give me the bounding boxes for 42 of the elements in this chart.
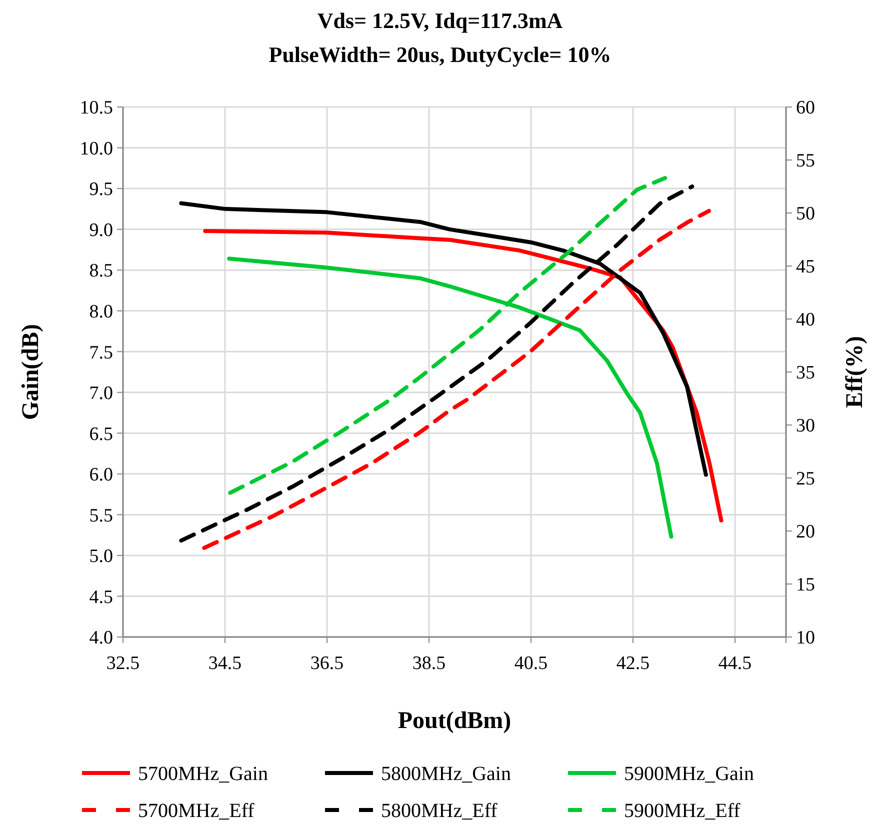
y-tick-label: 5.0 xyxy=(89,546,113,568)
y2-tick-label: 10 xyxy=(796,628,815,649)
y-tick-label: 4.0 xyxy=(89,628,113,649)
legend-label: 5900MHz_Gain xyxy=(624,763,754,785)
y2-tick-label: 50 xyxy=(796,204,815,225)
y-tick-label: 9.5 xyxy=(89,179,113,200)
y-tick-label: 7.0 xyxy=(89,383,113,404)
y2-tick-label: 20 xyxy=(796,522,815,543)
x-tick-label: 36.5 xyxy=(310,653,344,674)
y2-tick-label: 45 xyxy=(796,256,815,278)
y-tick-label: 8.0 xyxy=(89,301,113,322)
y-tick-label: 8.5 xyxy=(89,260,113,282)
legend-label: 5700MHz_Eff xyxy=(138,800,255,822)
y-tick-label: 9.0 xyxy=(89,220,113,241)
y2-tick-label: 60 xyxy=(796,98,815,119)
chart-title: Vds= 12.5V, Idq=117.3mA PulseWidth= 20us, DutyCycle= 10% xyxy=(268,8,612,67)
y2-axis-title: Eff(%) xyxy=(842,336,868,408)
y2-tick-label: 25 xyxy=(796,468,815,490)
y-tick-label: 10.5 xyxy=(80,98,113,119)
legend-label: 5900MHz_Eff xyxy=(624,800,741,822)
x-tick-label: 42.5 xyxy=(616,653,650,674)
x-tick-label: 32.5 xyxy=(106,653,140,674)
y2-tick-label: 15 xyxy=(796,574,815,596)
y-tick-label: 6.0 xyxy=(89,464,113,486)
y-tick-label: 5.5 xyxy=(89,505,113,526)
y2-tick-label: 30 xyxy=(796,416,815,437)
y-tick-label: 6.5 xyxy=(89,424,113,445)
x-tick-label: 44.5 xyxy=(718,653,752,674)
y2-tick-label: 40 xyxy=(796,310,815,331)
y-axis-title: Gain(dB) xyxy=(18,324,44,420)
legend-label: 5700MHz_Gain xyxy=(138,763,268,785)
y-tick-label: 10.0 xyxy=(80,138,113,160)
y2-tick-label: 35 xyxy=(796,362,815,384)
x-tick-label: 34.5 xyxy=(208,653,242,674)
y2-tick-label: 55 xyxy=(796,150,815,172)
x-axis-title: Pout(dBm) xyxy=(398,708,512,734)
legend-label: 5800MHz_Gain xyxy=(381,763,511,785)
y-tick-label: 7.5 xyxy=(89,342,113,364)
y-tick-label: 4.5 xyxy=(89,586,113,608)
x-tick-label: 38.5 xyxy=(412,653,446,674)
x-tick-label: 40.5 xyxy=(514,653,548,674)
legend-label: 5800MHz_Eff xyxy=(381,800,498,822)
